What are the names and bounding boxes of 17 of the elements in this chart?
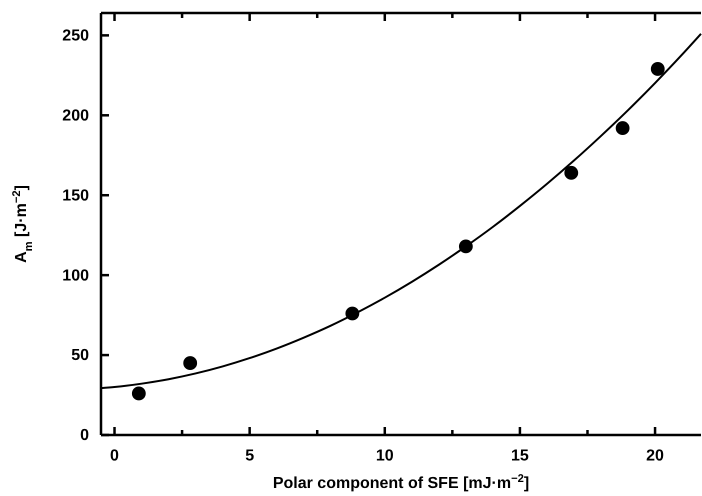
x-tick-label: 0 <box>110 447 120 464</box>
point <box>650 62 665 76</box>
point <box>616 121 630 135</box>
y-tick-label: 200 <box>62 107 90 124</box>
y-tick-label: 150 <box>62 187 90 204</box>
x-tick-label: 15 <box>511 447 529 464</box>
y-tick-label: 0 <box>80 427 90 444</box>
x-axis-title: Polar component of SFE [mJ·m$^{−2}$] <box>272 473 530 492</box>
y-tick-label: 50 <box>71 347 90 364</box>
x-tick-label: 5 <box>245 447 254 464</box>
point <box>564 166 578 180</box>
y-tick-label: 100 <box>62 267 90 284</box>
point <box>132 386 146 400</box>
x-tick-label: 10 <box>376 447 394 464</box>
y-tick-label: 250 <box>62 28 90 44</box>
x-tick-label: 20 <box>646 447 664 464</box>
point <box>183 356 198 370</box>
